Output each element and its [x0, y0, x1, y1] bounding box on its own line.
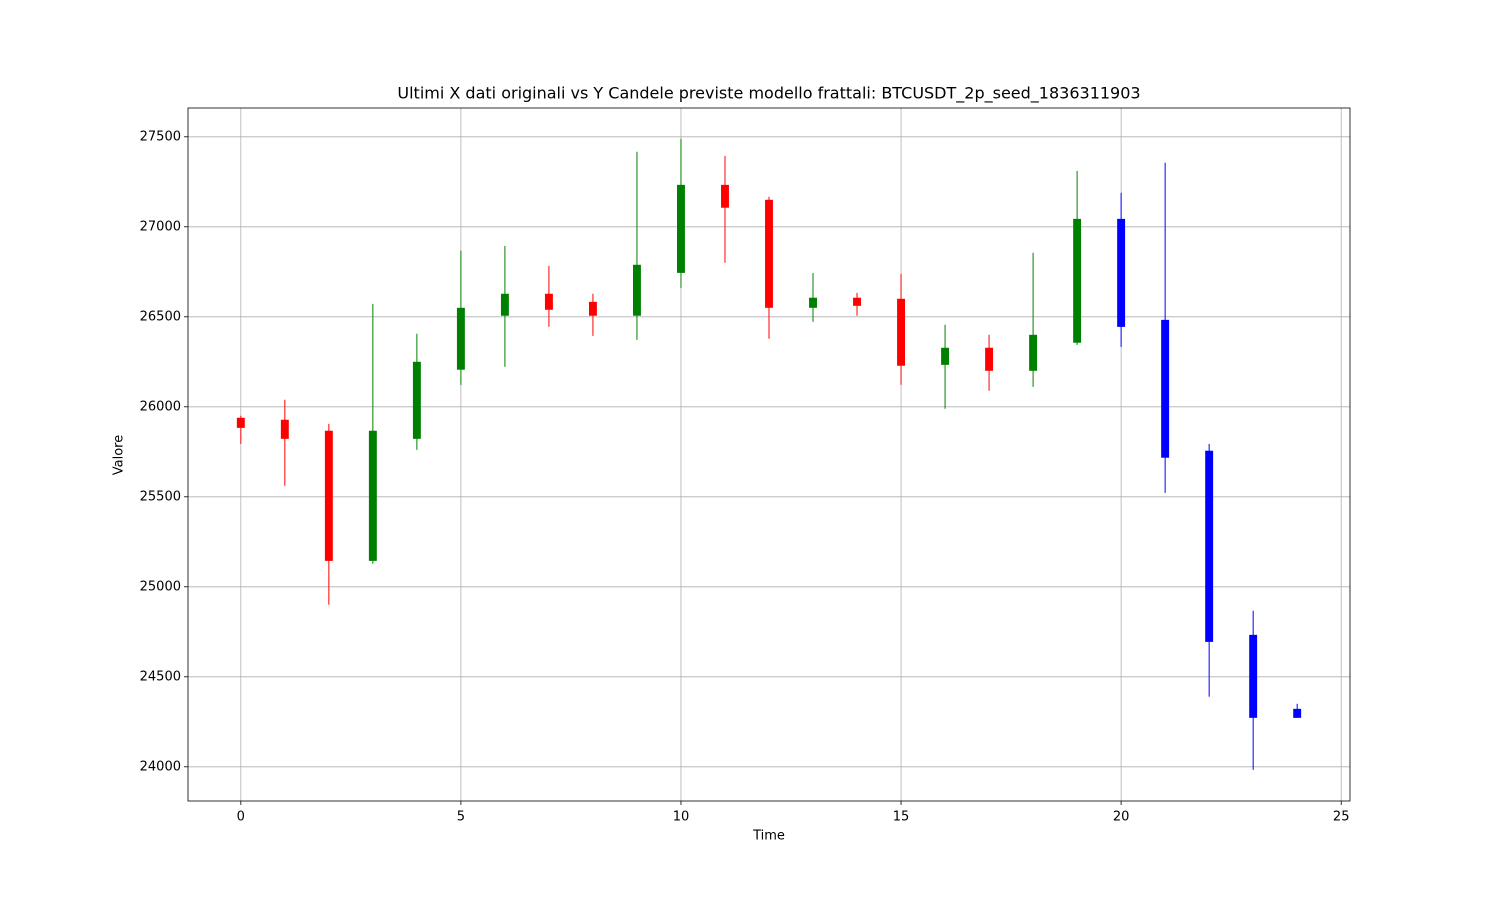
y-tick-label: 26500 — [140, 309, 181, 324]
chart-title: Ultimi X dati originali vs Y Candele pre… — [397, 84, 1140, 104]
candle-body — [765, 199, 773, 308]
candle-body — [677, 184, 685, 273]
y-tick-label: 27000 — [140, 219, 181, 234]
candle-body — [1293, 708, 1302, 718]
candle-body — [280, 419, 289, 439]
candle-body — [1249, 634, 1258, 718]
x-tick-label: 15 — [893, 810, 910, 825]
candle-body — [1029, 334, 1038, 371]
x-tick-label: 25 — [1333, 810, 1350, 825]
candle-body — [324, 430, 333, 561]
x-tick-label: 0 — [237, 810, 245, 825]
candle-body — [456, 307, 465, 370]
y-tick-label: 25500 — [140, 489, 181, 504]
candle-body — [632, 264, 641, 316]
candle-body — [500, 293, 509, 316]
candle-body — [853, 297, 861, 306]
y-tick-label: 24500 — [140, 669, 181, 684]
candle-body — [897, 298, 906, 366]
candle-body — [1205, 450, 1214, 642]
candle-body — [236, 417, 245, 428]
y-tick-label: 26000 — [140, 399, 181, 414]
candle-body — [1117, 218, 1126, 327]
x-tick-label: 10 — [673, 810, 690, 825]
y-tick-label: 27500 — [140, 129, 181, 144]
candle-body — [809, 297, 817, 308]
x-axis-label: Time — [752, 829, 785, 844]
x-tick-label: 5 — [457, 810, 465, 825]
candle-body — [368, 430, 377, 561]
candle-body — [544, 293, 553, 310]
candle-body — [941, 347, 950, 365]
y-tick-label: 25000 — [140, 579, 181, 594]
candle-body — [412, 361, 421, 439]
y-axis-label: Valore — [112, 435, 127, 475]
candle-body — [1073, 218, 1082, 343]
candle-body — [588, 301, 597, 316]
y-tick-label: 24000 — [140, 759, 181, 774]
candle-body — [721, 184, 729, 208]
plot-frame — [187, 107, 1351, 802]
candle-body — [985, 347, 994, 371]
x-tick-label: 20 — [1113, 810, 1130, 825]
candle-body — [1161, 319, 1170, 458]
